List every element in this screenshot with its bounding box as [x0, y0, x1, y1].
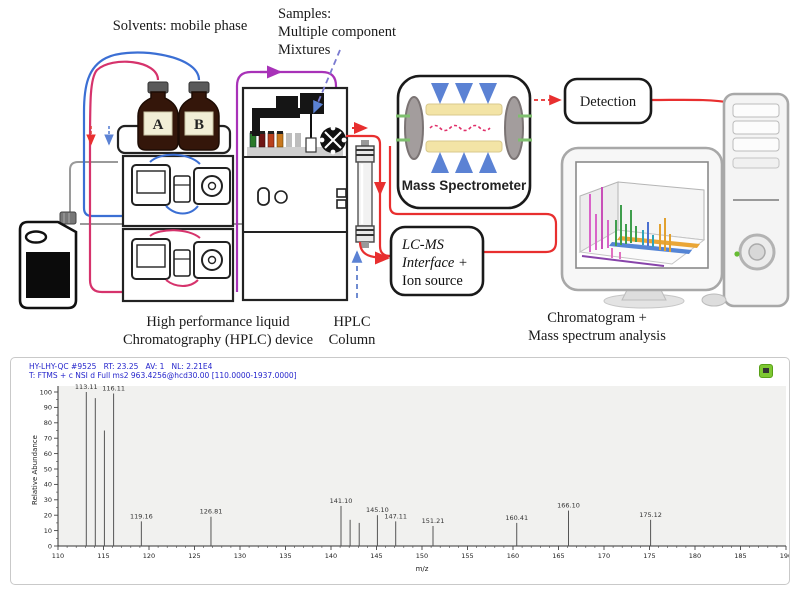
svg-text:175: 175: [643, 552, 655, 560]
svg-text:0: 0: [48, 542, 52, 550]
column-caption-line1: HPLC: [333, 314, 370, 330]
peak-label: 126.81: [200, 508, 223, 516]
detection-label: Detection: [580, 94, 637, 110]
hplc-caption-line2: Chromatography (HPLC) device: [123, 332, 313, 348]
hplc-caption-line1: High performance liquid: [146, 314, 290, 330]
svg-text:135: 135: [279, 552, 291, 560]
svg-text:30: 30: [44, 496, 52, 504]
svg-text:130: 130: [234, 552, 246, 560]
solvents-label: Solvents: mobile phase: [113, 18, 248, 34]
svg-text:150: 150: [416, 552, 428, 560]
svg-text:60: 60: [44, 450, 52, 458]
svg-text:B: B: [194, 117, 204, 133]
svg-text:145: 145: [370, 552, 382, 560]
computer-mouse: [701, 293, 727, 307]
svg-text:100: 100: [40, 388, 52, 396]
svg-text:80: 80: [44, 419, 52, 427]
lcms-interface-box: LC-MS Interface + Ion source: [389, 225, 485, 297]
svg-text:40: 40: [44, 481, 52, 489]
plot-area: [58, 386, 786, 546]
svg-text:170: 170: [598, 552, 610, 560]
spectrum-peaks: 113.11 116.11 119.16 126.81 141.10 145.10147.…: [75, 383, 662, 546]
peak-label: 113.11: [75, 383, 98, 391]
svg-text:115: 115: [97, 552, 109, 560]
hplc-column-drawing: [351, 140, 375, 298]
y-axis-label: Relative Abundance: [31, 435, 39, 505]
svg-text:140: 140: [325, 552, 337, 560]
svg-text:125: 125: [188, 552, 200, 560]
autosampler-drawing: [235, 49, 349, 302]
computer-tower: [722, 92, 790, 308]
mass-spectrometer-box: Mass Spectrometer: [396, 74, 532, 210]
lcms-line2: Interface +: [401, 255, 468, 271]
injection-valve: [319, 125, 347, 155]
peak-label: 116.11: [102, 385, 125, 393]
peak-label: 145.10: [366, 506, 389, 514]
svg-text:190: 190: [780, 552, 789, 560]
solvent-bottle-a: A: [137, 81, 179, 151]
mass-spectrum-chart: Relative Abundance m/z 110 115 120 125 130 13…: [31, 383, 789, 573]
screen-3d-chromatogram: [578, 181, 706, 267]
peak-label: 160.41: [505, 514, 528, 522]
peak-label: 147.11: [384, 512, 407, 520]
svg-text:165: 165: [552, 552, 564, 560]
svg-text:A: A: [153, 117, 164, 133]
samples-label-line3: Mixtures: [278, 42, 331, 58]
lcms-line1: LC-MS: [401, 237, 445, 253]
mass-spectrometer-illustration: [396, 83, 532, 173]
svg-text:20: 20: [44, 512, 52, 520]
svg-text:180: 180: [689, 552, 701, 560]
lcms-diagram: Solvents: mobile phase Samples: Multiple…: [18, 6, 790, 348]
spectrum-window-icon: [759, 364, 773, 378]
svg-text:70: 70: [44, 435, 52, 443]
detection-box: Detection: [563, 77, 653, 125]
spectrum-header-line2: T: FTMS + c NSI d Full ms2 963.4256@hcd3…: [29, 371, 297, 380]
svg-text:50: 50: [44, 465, 52, 473]
svg-text:155: 155: [461, 552, 473, 560]
peak-label: 175.12: [639, 511, 662, 519]
svg-text:185: 185: [734, 552, 746, 560]
spectrum-header-line1: HY-LHY-QC #9525 RT: 23.25 AV: 1 NL: 2.21…: [29, 362, 213, 371]
svg-text:110: 110: [52, 552, 64, 560]
svg-text:160: 160: [507, 552, 519, 560]
pump-module-bottom: [121, 227, 235, 303]
samples-label-line1: Samples:: [278, 6, 331, 22]
samples-label-line2: Multiple component: [278, 24, 396, 40]
analysis-caption-line2: Mass spectrum analysis: [528, 328, 666, 344]
peak-label: 141.10: [330, 497, 353, 505]
pump-module-top: [121, 153, 235, 228]
peak-label: 166.10: [557, 502, 580, 510]
mass-spectrometer-label: Mass Spectrometer: [402, 178, 527, 193]
computer-monitor: [560, 146, 724, 309]
solvent-bottle-b: B: [178, 81, 220, 151]
mass-spectrum-panel: HY-LHY-QC #9525 RT: 23.25 AV: 1 NL: 2.21…: [10, 357, 790, 585]
column-caption-line2: Column: [329, 332, 376, 348]
svg-text:90: 90: [44, 404, 52, 412]
waste-container: [18, 211, 78, 310]
computer-drawing: [560, 92, 790, 309]
peak-label: 151.21: [422, 517, 445, 525]
svg-text:10: 10: [44, 527, 52, 535]
lcms-line3: Ion source: [402, 273, 463, 289]
svg-text:120: 120: [143, 552, 155, 560]
axis-ticks: 110 115 120 125 130 135 140 145 150 155 160 165 170 1…: [40, 388, 789, 560]
peak-label: 119.16: [130, 512, 153, 520]
x-axis-label: m/z: [416, 565, 429, 573]
hplc-device-drawing: A B: [18, 81, 235, 310]
analysis-caption-line1: Chromatogram +: [547, 310, 647, 326]
